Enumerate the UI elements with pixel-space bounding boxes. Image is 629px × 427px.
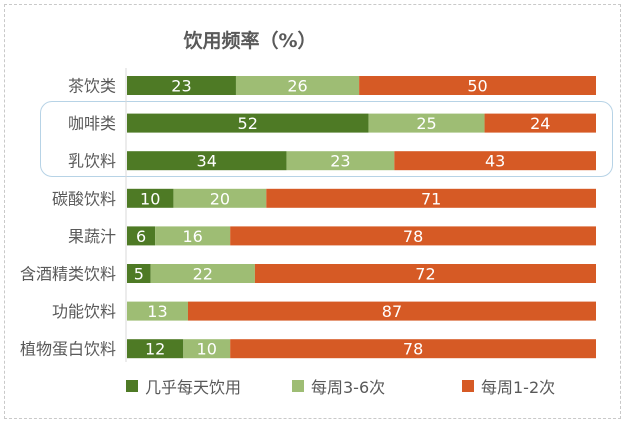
legend-swatch-daily [126, 380, 138, 392]
highlight-box [40, 101, 613, 177]
chart-frame [4, 4, 621, 419]
bar-segment [150, 264, 255, 283]
bar-segment [155, 226, 231, 246]
legend-swatch-3-6-times [292, 380, 304, 392]
data-label: 50 [467, 77, 487, 96]
data-label: 26 [287, 77, 307, 96]
legend-item-3-6-times: 每周3-6次 [292, 374, 385, 398]
data-label: 43 [485, 152, 505, 171]
data-label: 16 [182, 227, 202, 246]
data-label: 20 [210, 189, 230, 208]
bar-segment [235, 76, 360, 95]
data-label: 87 [382, 302, 402, 321]
data-label: 22 [193, 265, 213, 284]
category-label: 植物蛋白饮料 [20, 340, 116, 359]
category-label: 咖啡类 [68, 114, 116, 133]
bar-segment [127, 264, 151, 283]
category-label: 乳饮料 [68, 152, 116, 171]
bar-segment [230, 339, 596, 359]
bar-segment [127, 301, 188, 321]
data-label: 34 [197, 152, 217, 171]
bar-segment [183, 339, 231, 359]
bar-segment [127, 188, 174, 208]
bar-segment [394, 151, 596, 171]
category-label: 茶饮类 [68, 77, 116, 96]
data-label: 72 [415, 265, 435, 284]
bar-segment [368, 113, 485, 133]
bar-segment [254, 264, 596, 283]
data-label: 23 [171, 77, 191, 96]
bar-segment [127, 151, 287, 171]
data-label: 24 [530, 114, 550, 133]
legend-swatch-1-2-times [462, 380, 474, 392]
data-label: 5 [134, 265, 144, 284]
data-label: 12 [145, 340, 165, 359]
bar-segment [286, 151, 395, 171]
legend-label-daily: 几乎每天饮用 [145, 378, 242, 397]
data-label: 6 [136, 227, 146, 246]
legend-item-1-2-times: 每周1-2次 [462, 374, 555, 398]
bar-segment [359, 76, 596, 95]
bar-segment [187, 301, 596, 321]
category-label: 功能饮料 [52, 302, 116, 321]
data-label: 10 [197, 340, 217, 359]
bar-segment [127, 226, 156, 246]
bar-segment [127, 76, 236, 95]
bar-segment [127, 113, 369, 133]
data-label: 78 [403, 340, 423, 359]
data-label: 71 [421, 189, 441, 208]
legend-label-3-6-times: 每周3-6次 [311, 378, 386, 397]
data-label: 13 [147, 302, 167, 321]
bar-segment [230, 226, 596, 246]
data-label: 52 [238, 114, 258, 133]
bar-segment [173, 188, 267, 208]
bar-segment [484, 113, 596, 133]
category-label: 果蔬汁 [68, 227, 116, 246]
data-label: 23 [330, 152, 350, 171]
legend: 几乎每天饮用 每周3-6次 每周1-2次 [0, 374, 629, 398]
bar-segment [127, 339, 184, 359]
data-label: 10 [140, 189, 160, 208]
chart-title: 饮用频率（%） [183, 30, 317, 52]
data-label: 78 [403, 227, 423, 246]
legend-label-1-2-times: 每周1-2次 [481, 378, 556, 397]
category-label: 含酒精类饮料 [20, 265, 116, 284]
bar-segment [266, 188, 596, 208]
data-label: 25 [416, 114, 436, 133]
legend-item-daily: 几乎每天饮用 [126, 374, 241, 398]
category-label: 碳酸饮料 [52, 189, 116, 208]
